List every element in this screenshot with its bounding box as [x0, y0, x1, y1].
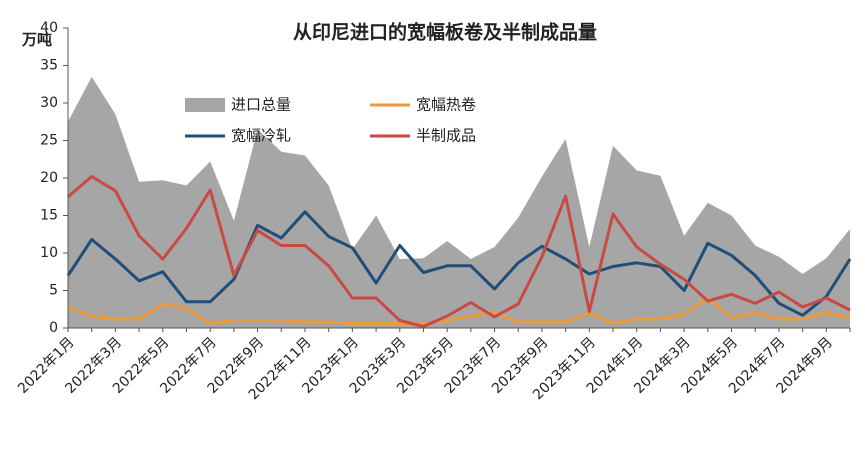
y-tick-label: 0	[49, 320, 58, 336]
area	[68, 76, 850, 328]
y-tick-label: 5	[49, 283, 58, 299]
y-tick-label: 40	[40, 20, 58, 36]
y-tick-label: 30	[40, 95, 58, 111]
legend-swatch	[185, 98, 225, 112]
chart-title: 从印尼进口的宽幅板卷及半制成品量	[293, 21, 597, 44]
y-tick-label: 15	[40, 208, 58, 224]
y-tick-label: 10	[40, 245, 58, 261]
y-tick-label: 20	[40, 170, 58, 186]
legend-label: 进口总量	[231, 96, 291, 114]
y-tick-label: 35	[40, 58, 58, 74]
y-axis-label: 万吨	[21, 31, 52, 49]
y-tick-label: 25	[40, 133, 58, 149]
legend-label: 宽幅热卷	[416, 96, 476, 114]
legend-label: 宽幅冷轧	[231, 127, 291, 145]
line	[67, 296, 851, 325]
legend-label: 半制成品	[416, 127, 476, 145]
line	[66, 210, 852, 317]
line	[67, 175, 851, 328]
